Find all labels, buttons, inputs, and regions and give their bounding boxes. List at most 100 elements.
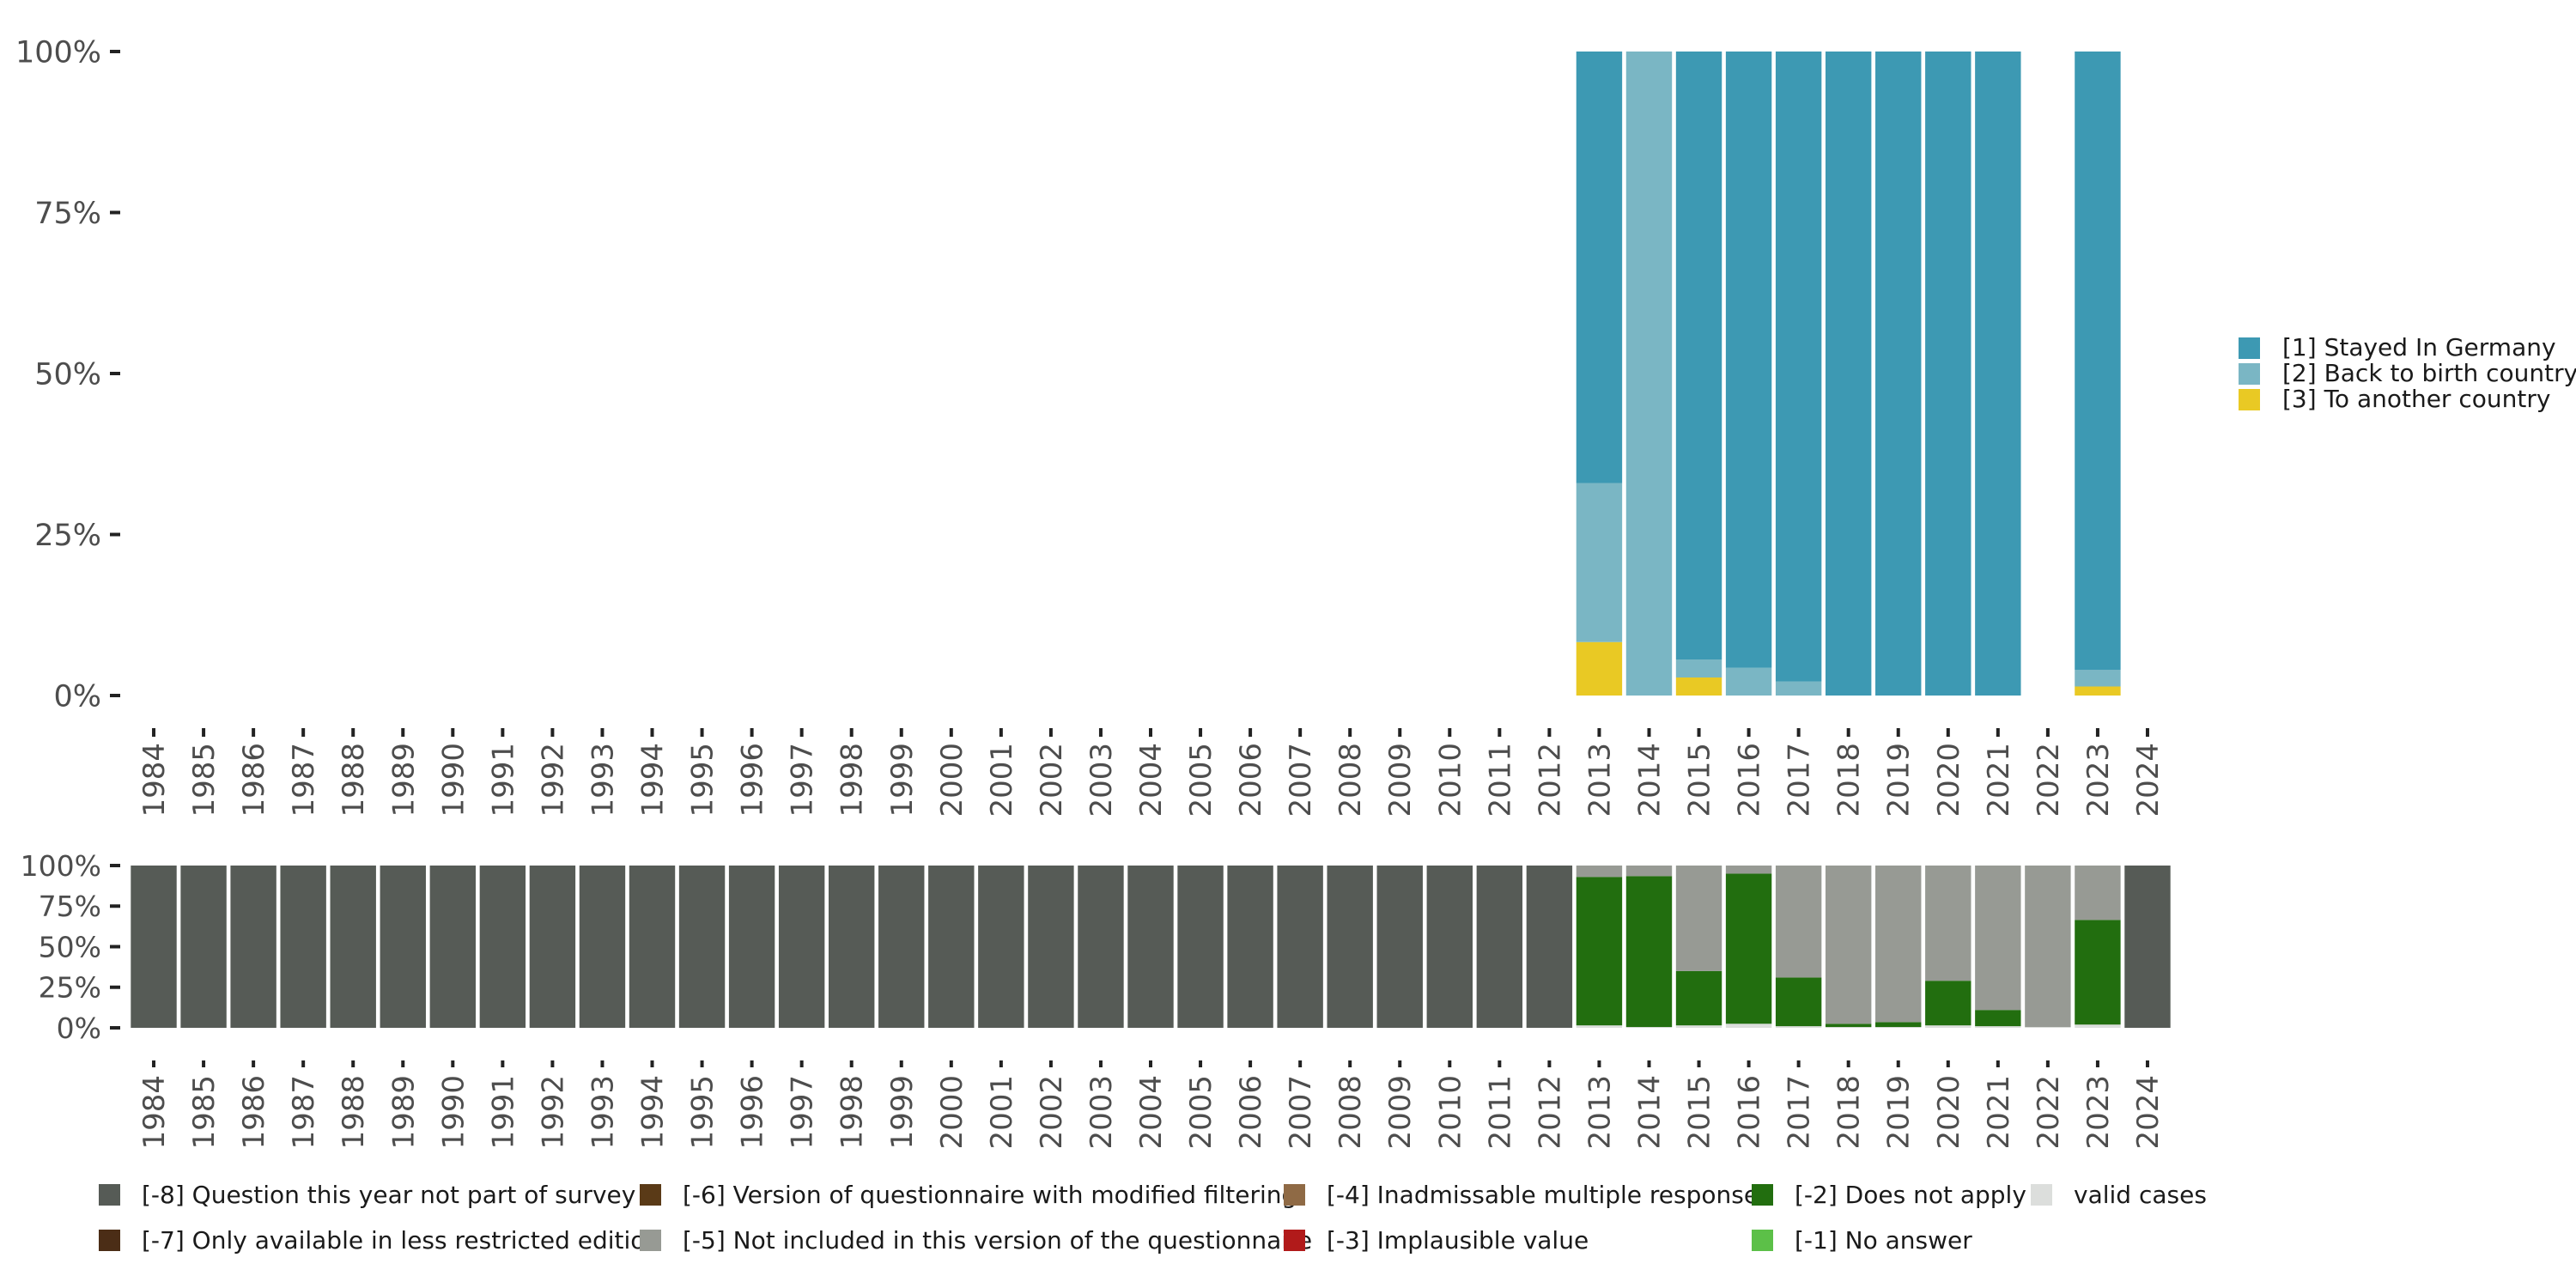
bar-segment: [728, 866, 775, 1028]
legend-swatch: [99, 1230, 120, 1251]
x-tick-label: 2000: [935, 743, 969, 817]
bar-segment: [1875, 1027, 1922, 1028]
x-tick-label: 2005: [1184, 743, 1218, 817]
x-tick-label: 1987: [287, 1075, 321, 1150]
x-tick-label: 2022: [2032, 743, 2066, 817]
y-tick-label: 100%: [15, 36, 101, 70]
legend-swatch: [1284, 1230, 1305, 1251]
bar-segment: [1028, 866, 1074, 1028]
x-tick-label: 2008: [1334, 1075, 1368, 1150]
x-tick-label: 2006: [1234, 743, 1268, 817]
legend-label: [3] To another country: [2282, 385, 2550, 413]
bar-segment: [529, 866, 576, 1028]
bar-segment: [230, 866, 276, 1028]
bar-segment: [1975, 1026, 2021, 1028]
x-tick-label: 1995: [686, 1075, 720, 1150]
legend-label: [-7] Only available in less restricted e…: [142, 1226, 660, 1255]
x-tick-label: 2007: [1284, 1075, 1318, 1150]
x-tick-label: 2024: [2131, 743, 2166, 817]
bar-segment: [1675, 1025, 1722, 1028]
y-tick-label: 25%: [39, 971, 101, 1005]
bar-segment: [1875, 866, 1922, 1023]
x-tick-label: 1999: [885, 1075, 920, 1150]
x-tick-label: 2016: [1733, 743, 1767, 817]
x-tick-label: 2013: [1583, 1075, 1617, 1150]
x-tick-label: 1988: [337, 1075, 371, 1150]
bar-segment: [1875, 1022, 1922, 1028]
x-tick-label: 1990: [436, 743, 471, 817]
x-tick-label: 2009: [1383, 743, 1418, 817]
bar-segment: [280, 866, 326, 1028]
bar-segment: [579, 866, 626, 1028]
y-tick-label: 0%: [53, 680, 101, 714]
bar-segment: [2075, 920, 2121, 1025]
bar-segment: [1725, 866, 1772, 874]
bar-segment: [1675, 866, 1722, 971]
bar-segment: [1775, 52, 1822, 682]
x-tick-label: 2014: [1632, 743, 1667, 817]
x-tick-label: 2024: [2131, 1075, 2166, 1150]
x-tick-label: 2002: [1035, 743, 1069, 817]
x-tick-label: 2019: [1882, 743, 1917, 817]
bar-segment: [380, 866, 426, 1028]
bar-segment: [429, 866, 477, 1028]
bar-segment: [1975, 866, 2021, 1011]
bar-segment: [1825, 52, 1872, 696]
x-tick-label: 1984: [137, 1075, 172, 1150]
bar-segment: [1825, 1024, 1872, 1028]
x-tick-label: 1984: [137, 743, 172, 817]
bar-segment: [1127, 866, 1174, 1028]
legend-label: valid cases: [2074, 1181, 2207, 1209]
x-tick-label: 1991: [486, 1075, 520, 1150]
bar-segment: [2075, 686, 2121, 696]
bar-segment: [1576, 866, 1623, 878]
x-tick-label: 1988: [337, 743, 371, 817]
x-tick-label: 2011: [1483, 1075, 1517, 1150]
x-tick-label: 2003: [1084, 743, 1119, 817]
x-tick-label: 1994: [636, 743, 671, 817]
x-tick-label: 2010: [1433, 743, 1467, 817]
bar-segment: [1576, 52, 1623, 483]
x-tick-label: 1986: [237, 743, 271, 817]
bar-segment: [678, 866, 726, 1028]
x-tick-label: 2000: [935, 1075, 969, 1150]
bar-segment: [131, 866, 177, 1028]
y-tick-label: 100%: [21, 849, 101, 883]
x-tick-label: 1997: [786, 743, 820, 817]
x-tick-label: 2015: [1683, 1075, 1717, 1150]
legend-swatch: [1752, 1230, 1773, 1251]
top-legend: [1] Stayed In Germany[2] Back to birth c…: [2239, 333, 2576, 413]
y-tick-label: 50%: [39, 930, 101, 963]
x-tick-label: 1987: [287, 743, 321, 817]
bar-segment: [1825, 1027, 1872, 1028]
x-tick-label: 1989: [386, 1075, 421, 1150]
legend-swatch: [2239, 363, 2260, 385]
bar-segment: [1775, 681, 1822, 696]
legend-label: [-2] Does not apply: [1795, 1181, 2026, 1209]
x-tick-label: 1998: [835, 1075, 870, 1150]
legend-swatch: [1284, 1184, 1305, 1206]
x-tick-label: 1995: [686, 743, 720, 817]
bar-segment: [1376, 866, 1423, 1028]
bar-segment: [778, 866, 825, 1028]
bar-segment: [1675, 659, 1722, 677]
bar-segment: [1825, 866, 1872, 1024]
bar-segment: [1476, 866, 1523, 1028]
bar-segment: [1975, 52, 2021, 696]
bar-segment: [1625, 1027, 1673, 1028]
legend-swatch: [2031, 1184, 2052, 1206]
x-tick-label: 2012: [1533, 743, 1567, 817]
bar-segment: [2025, 866, 2071, 1028]
x-tick-label: 1990: [436, 1075, 471, 1150]
bar-segment: [1327, 866, 1373, 1028]
bar-segment: [479, 866, 526, 1028]
y-tick-label: 50%: [34, 358, 101, 392]
x-tick-label: 2009: [1383, 1075, 1418, 1150]
x-tick-label: 2021: [1982, 1075, 2016, 1150]
x-tick-label: 1991: [486, 743, 520, 817]
bar-segment: [1975, 1010, 2021, 1027]
bar-segment: [1875, 52, 1922, 696]
bar-segment: [1675, 677, 1722, 696]
bar-segment: [829, 866, 875, 1028]
bar-segment: [1925, 52, 1971, 696]
